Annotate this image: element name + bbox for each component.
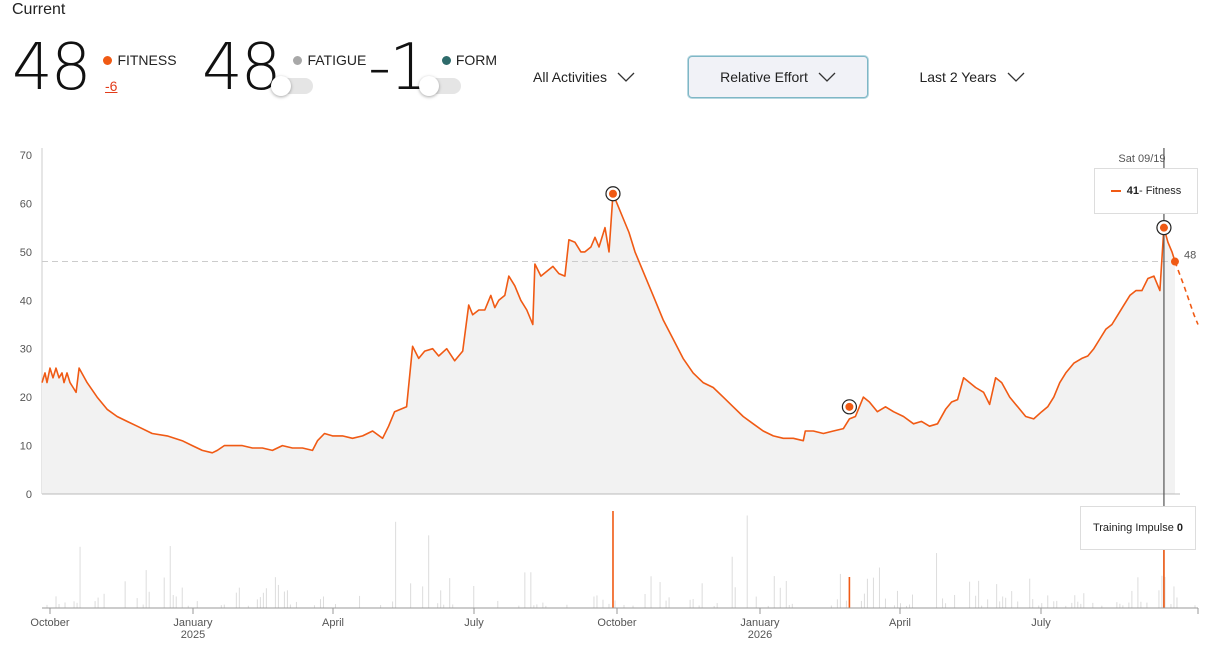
chevron-down-icon — [1007, 72, 1024, 82]
y-tick-label: 70 — [20, 150, 32, 162]
fitness-tooltip-value: 41 — [1126, 185, 1140, 197]
fitness-projection-line — [1174, 261, 1199, 325]
form-toggle[interactable] — [419, 76, 461, 96]
form-metric: -1 FORM — [368, 33, 497, 103]
fitness-peak-marker-dot — [845, 402, 854, 411]
fitness-label: FITNESS — [103, 52, 177, 68]
impulse-tooltip: Training Impulse 0 — [1080, 506, 1196, 550]
fitness-peak-marker-dot — [1159, 223, 1168, 232]
fatigue-label: FATIGUE — [293, 52, 366, 68]
fatigue-toggle-knob — [271, 76, 291, 96]
page-title: Current — [12, 1, 66, 18]
fitness-tooltip-label: - Fitness — [1139, 185, 1182, 197]
x-tick-label: January — [173, 617, 213, 629]
form-dot-icon — [441, 55, 451, 65]
range-dropdown-label: Last 2 Years — [919, 69, 997, 85]
fitness-label-text: FITNESS — [117, 52, 177, 68]
y-tick-label: 40 — [20, 295, 32, 307]
activities-dropdown[interactable]: All Activities — [522, 57, 646, 97]
fatigue-toggle[interactable] — [271, 76, 313, 96]
activities-dropdown-label: All Activities — [533, 69, 607, 85]
x-tick-label: January — [740, 617, 780, 629]
fitness-metric: 48 FITNESS — [12, 33, 177, 103]
fitness-delta[interactable]: -6 — [105, 78, 118, 94]
fitness-dot-icon — [103, 55, 113, 65]
chevron-down-icon — [617, 72, 635, 82]
fitness-area — [42, 193, 1175, 494]
x-tick-label: October — [597, 617, 636, 629]
fitness-line — [41, 192, 1176, 454]
x-tick-year-label: 2025 — [181, 629, 205, 641]
metric-dropdown[interactable]: Relative Effort — [688, 56, 868, 98]
fitness-value: 48 — [12, 31, 91, 105]
x-tick-label: July — [1031, 617, 1051, 629]
current-fitness-dot — [1170, 257, 1179, 266]
current-fitness-value-label: 48 — [1184, 250, 1196, 262]
fatigue-value: 48 — [202, 31, 281, 105]
impulse-tooltip-label: Training Impulse — [1092, 522, 1174, 534]
impulse-tooltip-value: 0 — [1176, 522, 1184, 534]
y-tick-label: 20 — [20, 392, 32, 404]
x-tick-year-label: 2026 — [748, 629, 772, 641]
fatigue-metric: 48 FATIGUE — [202, 33, 366, 103]
x-tick-label: July — [464, 617, 484, 629]
y-tick-label: 60 — [20, 198, 32, 210]
x-tick-label: October — [30, 617, 69, 629]
x-tick-label: April — [889, 617, 911, 629]
metric-dropdown-label: Relative Effort — [720, 69, 808, 85]
y-tick-label: 10 — [20, 441, 32, 453]
fitness-tooltip: 41 - Fitness — [1094, 168, 1198, 214]
fitness-legend-line-icon — [1110, 190, 1121, 192]
range-dropdown[interactable]: Last 2 Years — [912, 57, 1032, 97]
fitness-peak-marker-dot — [608, 189, 617, 198]
chevron-down-icon — [818, 72, 836, 82]
y-tick-label: 30 — [20, 344, 32, 356]
form-label: FORM — [441, 52, 498, 68]
selection-date-label: Sat 09/19 — [1118, 153, 1165, 165]
form-label-text: FORM — [455, 52, 498, 68]
fatigue-dot-icon — [293, 55, 303, 65]
form-value: -1 — [368, 31, 430, 105]
form-toggle-knob — [419, 76, 439, 96]
fatigue-label-text: FATIGUE — [307, 52, 367, 68]
y-tick-label: 50 — [20, 247, 32, 259]
x-tick-label: April — [322, 617, 344, 629]
y-tick-label: 0 — [26, 489, 32, 501]
